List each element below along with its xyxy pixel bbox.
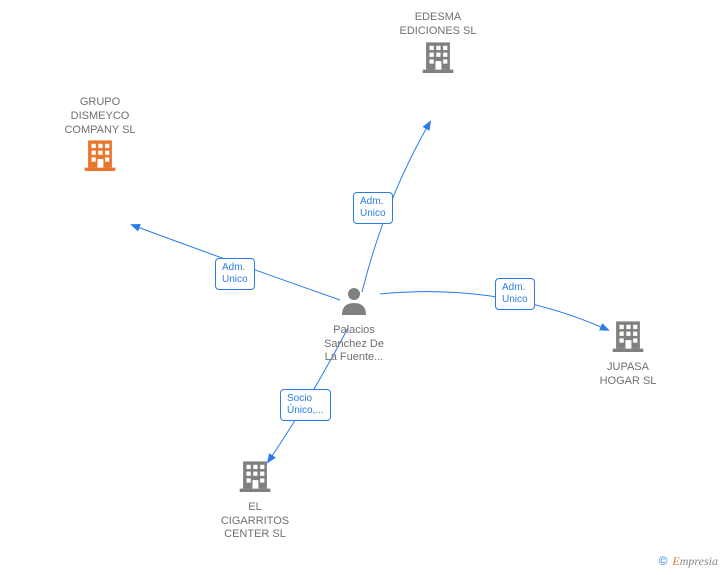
- node-edesma[interactable]: EDESMAEDICIONES SL: [383, 7, 493, 77]
- node-label: ELCIGARRITOSCENTER SL: [200, 501, 310, 542]
- node-cigarritos[interactable]: ELCIGARRITOSCENTER SL: [200, 458, 310, 542]
- node-label: JUPASAHOGAR SL: [573, 361, 683, 389]
- building-icon: [611, 318, 645, 352]
- person-icon: [339, 285, 369, 315]
- center-node[interactable]: PalaciosSanchez DeLa Fuente...: [299, 285, 409, 365]
- node-label: PalaciosSanchez DeLa Fuente...: [299, 324, 409, 365]
- edge-label-cigarritos: Socio Único,...: [280, 389, 331, 421]
- copyright-symbol: ©: [659, 554, 668, 568]
- building-icon: [421, 39, 455, 73]
- node-jupasa[interactable]: JUPASAHOGAR SL: [573, 318, 683, 388]
- node-dismeyco[interactable]: GRUPODISMEYCOCOMPANY SL: [45, 92, 155, 176]
- footer-branding: © Empresia: [659, 554, 718, 569]
- building-icon: [83, 137, 117, 171]
- node-label: EDESMAEDICIONES SL: [383, 11, 493, 39]
- node-icon-wrap: [383, 39, 493, 78]
- edge-label-dismeyco: Adm. Unico: [215, 258, 255, 290]
- diagram-canvas: PalaciosSanchez DeLa Fuente... EDESMAEDIC…: [0, 0, 728, 575]
- building-icon: [238, 458, 272, 492]
- node-label: GRUPODISMEYCOCOMPANY SL: [45, 96, 155, 137]
- node-icon-wrap: [573, 318, 683, 357]
- node-icon-wrap: [45, 137, 155, 176]
- edge-label-edesma: Adm. Unico: [353, 192, 393, 224]
- node-icon-wrap: [200, 458, 310, 497]
- node-icon-wrap: [299, 285, 409, 320]
- edge-label-jupasa: Adm. Unico: [495, 278, 535, 310]
- brand-name: Empresia: [672, 554, 718, 568]
